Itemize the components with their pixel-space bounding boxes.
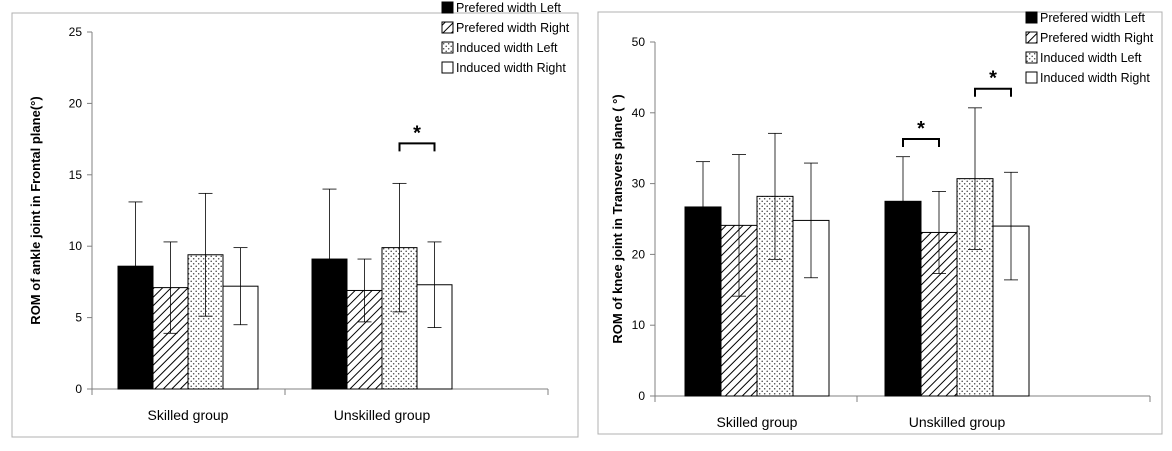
legend-swatch-prefered-width-left bbox=[1025, 11, 1038, 24]
knee-rom-chart: 0 10 20 30 40 50 Skilled group Unskilled group *… bbox=[597, 11, 1163, 435]
legend-label-prefered-width-right: Prefered width Right bbox=[456, 21, 570, 35]
legend-label-induced-width-right: Induced width Right bbox=[1040, 71, 1150, 85]
legend-label-prefered-width-left: Prefered width Left bbox=[1040, 11, 1145, 25]
legend-label-induced-width-left: Induced width Left bbox=[456, 41, 558, 55]
y-tick-label: 0 bbox=[638, 389, 645, 403]
significance-bracket-0 bbox=[398, 142, 436, 152]
legend-swatch-prefered-width-right bbox=[1025, 31, 1038, 44]
chart-frame bbox=[11, 12, 579, 438]
y-tick-label: 15 bbox=[69, 168, 83, 182]
y-tick-label: 20 bbox=[69, 96, 83, 110]
y-tick-label: 0 bbox=[75, 382, 82, 396]
legend-swatch-induced-width-right bbox=[1025, 71, 1038, 84]
category-label-skilled-group: Skilled group bbox=[717, 414, 798, 430]
y-tick-label: 10 bbox=[632, 318, 646, 332]
legend-swatch-induced-width-left bbox=[441, 41, 454, 54]
legend-swatch-induced-width-left bbox=[1025, 51, 1038, 64]
y-tick-label: 10 bbox=[69, 239, 83, 253]
y-tick-label: 50 bbox=[632, 35, 646, 49]
category-label-unskilled-group: Unskilled group bbox=[334, 407, 431, 423]
significance-bracket-1 bbox=[974, 87, 1012, 97]
legend-label-prefered-width-left: Prefered width Left bbox=[456, 1, 561, 15]
y-axis-label: ROM of knee joint in Transvers plane ( °… bbox=[610, 94, 625, 343]
legend: Prefered width Left Prefered width Right I… bbox=[1025, 11, 1154, 85]
significance-star-0: * bbox=[917, 118, 925, 140]
y-axis-label: ROM of ankle joint in Frontal plane(°) bbox=[28, 96, 43, 324]
y-tick-label: 5 bbox=[75, 311, 82, 325]
chart-panel-knee: 0 10 20 30 40 50 Skilled group Unskilled group *… bbox=[586, 0, 1172, 451]
legend-label-induced-width-left: Induced width Left bbox=[1040, 51, 1142, 65]
legend: Prefered width Left Prefered width Right I… bbox=[441, 1, 570, 75]
significance-star-1: * bbox=[989, 68, 997, 90]
chart-frame bbox=[597, 11, 1163, 435]
y-tick-label: 40 bbox=[632, 106, 646, 120]
y-tick-label: 25 bbox=[69, 25, 83, 39]
legend-swatch-prefered-width-left bbox=[441, 1, 454, 14]
significance-star-0: * bbox=[413, 122, 421, 144]
chart-panel-ankle: 0 5 10 15 20 25 Skilled group Unskilled group * R… bbox=[11, 1, 579, 438]
legend-swatch-induced-width-right bbox=[441, 61, 454, 74]
y-tick-label: 30 bbox=[632, 177, 646, 191]
y-tick-label: 20 bbox=[632, 247, 646, 261]
legend-label-prefered-width-right: Prefered width Right bbox=[1040, 31, 1154, 45]
significance-bracket-0 bbox=[902, 137, 940, 147]
category-label-skilled-group: Skilled group bbox=[148, 407, 229, 423]
legend-label-induced-width-right: Induced width Right bbox=[456, 61, 566, 75]
category-label-unskilled-group: Unskilled group bbox=[909, 414, 1006, 430]
ankle-rom-chart: 0 5 10 15 20 25 Skilled group Unskilled group * R… bbox=[11, 1, 579, 438]
legend-swatch-prefered-width-right bbox=[441, 21, 454, 34]
